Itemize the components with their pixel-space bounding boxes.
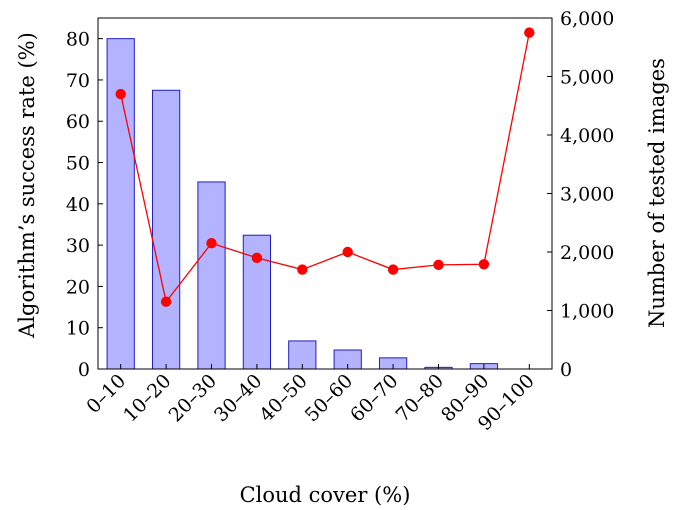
y2-tick-label-3: 3,000 <box>560 184 614 206</box>
x-tick-label-6: 60–70 <box>346 370 402 426</box>
y2-tick-label-0: 0 <box>560 359 572 381</box>
bar-2 <box>197 181 226 370</box>
point-5 <box>342 246 353 258</box>
point-8 <box>478 259 490 270</box>
bars-layer <box>106 38 499 370</box>
y-tick-label-7: 70 <box>66 70 90 92</box>
x-tick-label-4: 40–50 <box>255 370 311 426</box>
y-tick-label-3: 30 <box>66 235 90 257</box>
point-3 <box>251 252 263 264</box>
y-tick-label-6: 60 <box>66 111 90 133</box>
y2-tick-label-5: 5,000 <box>560 67 614 89</box>
point-7 <box>433 259 444 271</box>
bar-0 <box>106 38 135 370</box>
x-tick-label-2: 20–30 <box>165 370 221 426</box>
y-tick-label-1: 10 <box>66 318 90 340</box>
series-line <box>120 32 530 304</box>
point-2 <box>206 238 217 249</box>
y2-tick-label-1: 1,000 <box>560 301 614 323</box>
y-tick-label-2: 20 <box>66 276 90 298</box>
y-tick-label-8: 80 <box>66 29 90 51</box>
bar-1 <box>151 89 181 370</box>
x-tick-label-1: 10–20 <box>119 370 175 426</box>
y2-tick-label-4: 4,000 <box>560 125 614 147</box>
x-tick-label-3: 30–40 <box>210 370 266 426</box>
y2-tick-label-2: 2,000 <box>560 242 614 264</box>
y-tick-label-0: 0 <box>78 359 90 381</box>
x-tick-label-5: 50–60 <box>301 370 357 426</box>
y2-tick-label-6: 6,000 <box>560 8 614 30</box>
y-tick-label-4: 40 <box>66 194 90 216</box>
y2-axis-title: Number of tested images <box>645 58 669 328</box>
y-axis-title: Algorithm’s success rate (%) <box>15 32 39 339</box>
point-1 <box>160 296 172 307</box>
line-layer <box>115 27 535 307</box>
point-9 <box>524 27 535 38</box>
y-tick-label-5: 50 <box>66 153 90 175</box>
point-0 <box>115 88 126 100</box>
x-axis-title: Cloud cover (%) <box>240 483 411 507</box>
point-6 <box>387 264 399 275</box>
x-tick-label-7: 70–80 <box>392 370 448 426</box>
point-4 <box>297 264 308 275</box>
